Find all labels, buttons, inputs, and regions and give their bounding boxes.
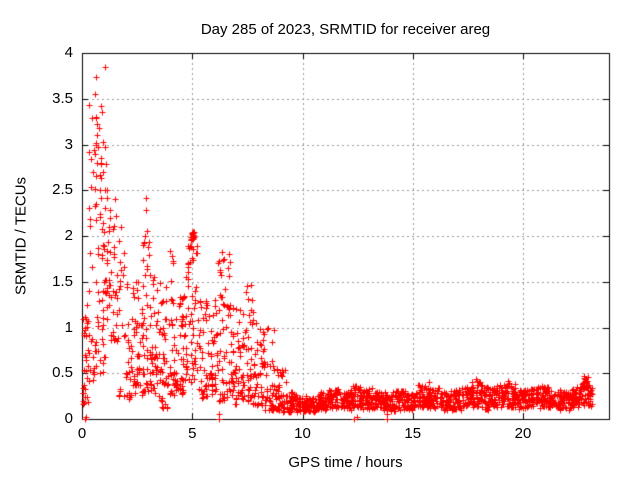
y-tick-label: 1.5 xyxy=(52,272,73,290)
x-tick-label: 15 xyxy=(404,425,422,442)
y-tick-label: 0.5 xyxy=(52,364,73,382)
x-axis-label: GPS time / hours xyxy=(288,454,403,471)
y-tick-label: 3 xyxy=(64,135,73,153)
x-tick-label: 5 xyxy=(188,425,197,442)
x-tick-label: 20 xyxy=(514,425,532,442)
y-tick-label: 0 xyxy=(64,410,73,427)
y-tick-label: 2 xyxy=(64,227,73,244)
x-tick-label: 10 xyxy=(294,425,311,442)
y-tick-label: 4 xyxy=(64,44,73,61)
chart-title: Day 285 of 2023, SRMTID for receiver are… xyxy=(200,21,491,38)
y-tick-label: 3.5 xyxy=(52,89,73,107)
x-tick-label: 0 xyxy=(77,425,87,442)
y-tick-label: 2.5 xyxy=(52,181,73,199)
y-tick-label: 1 xyxy=(64,318,73,336)
